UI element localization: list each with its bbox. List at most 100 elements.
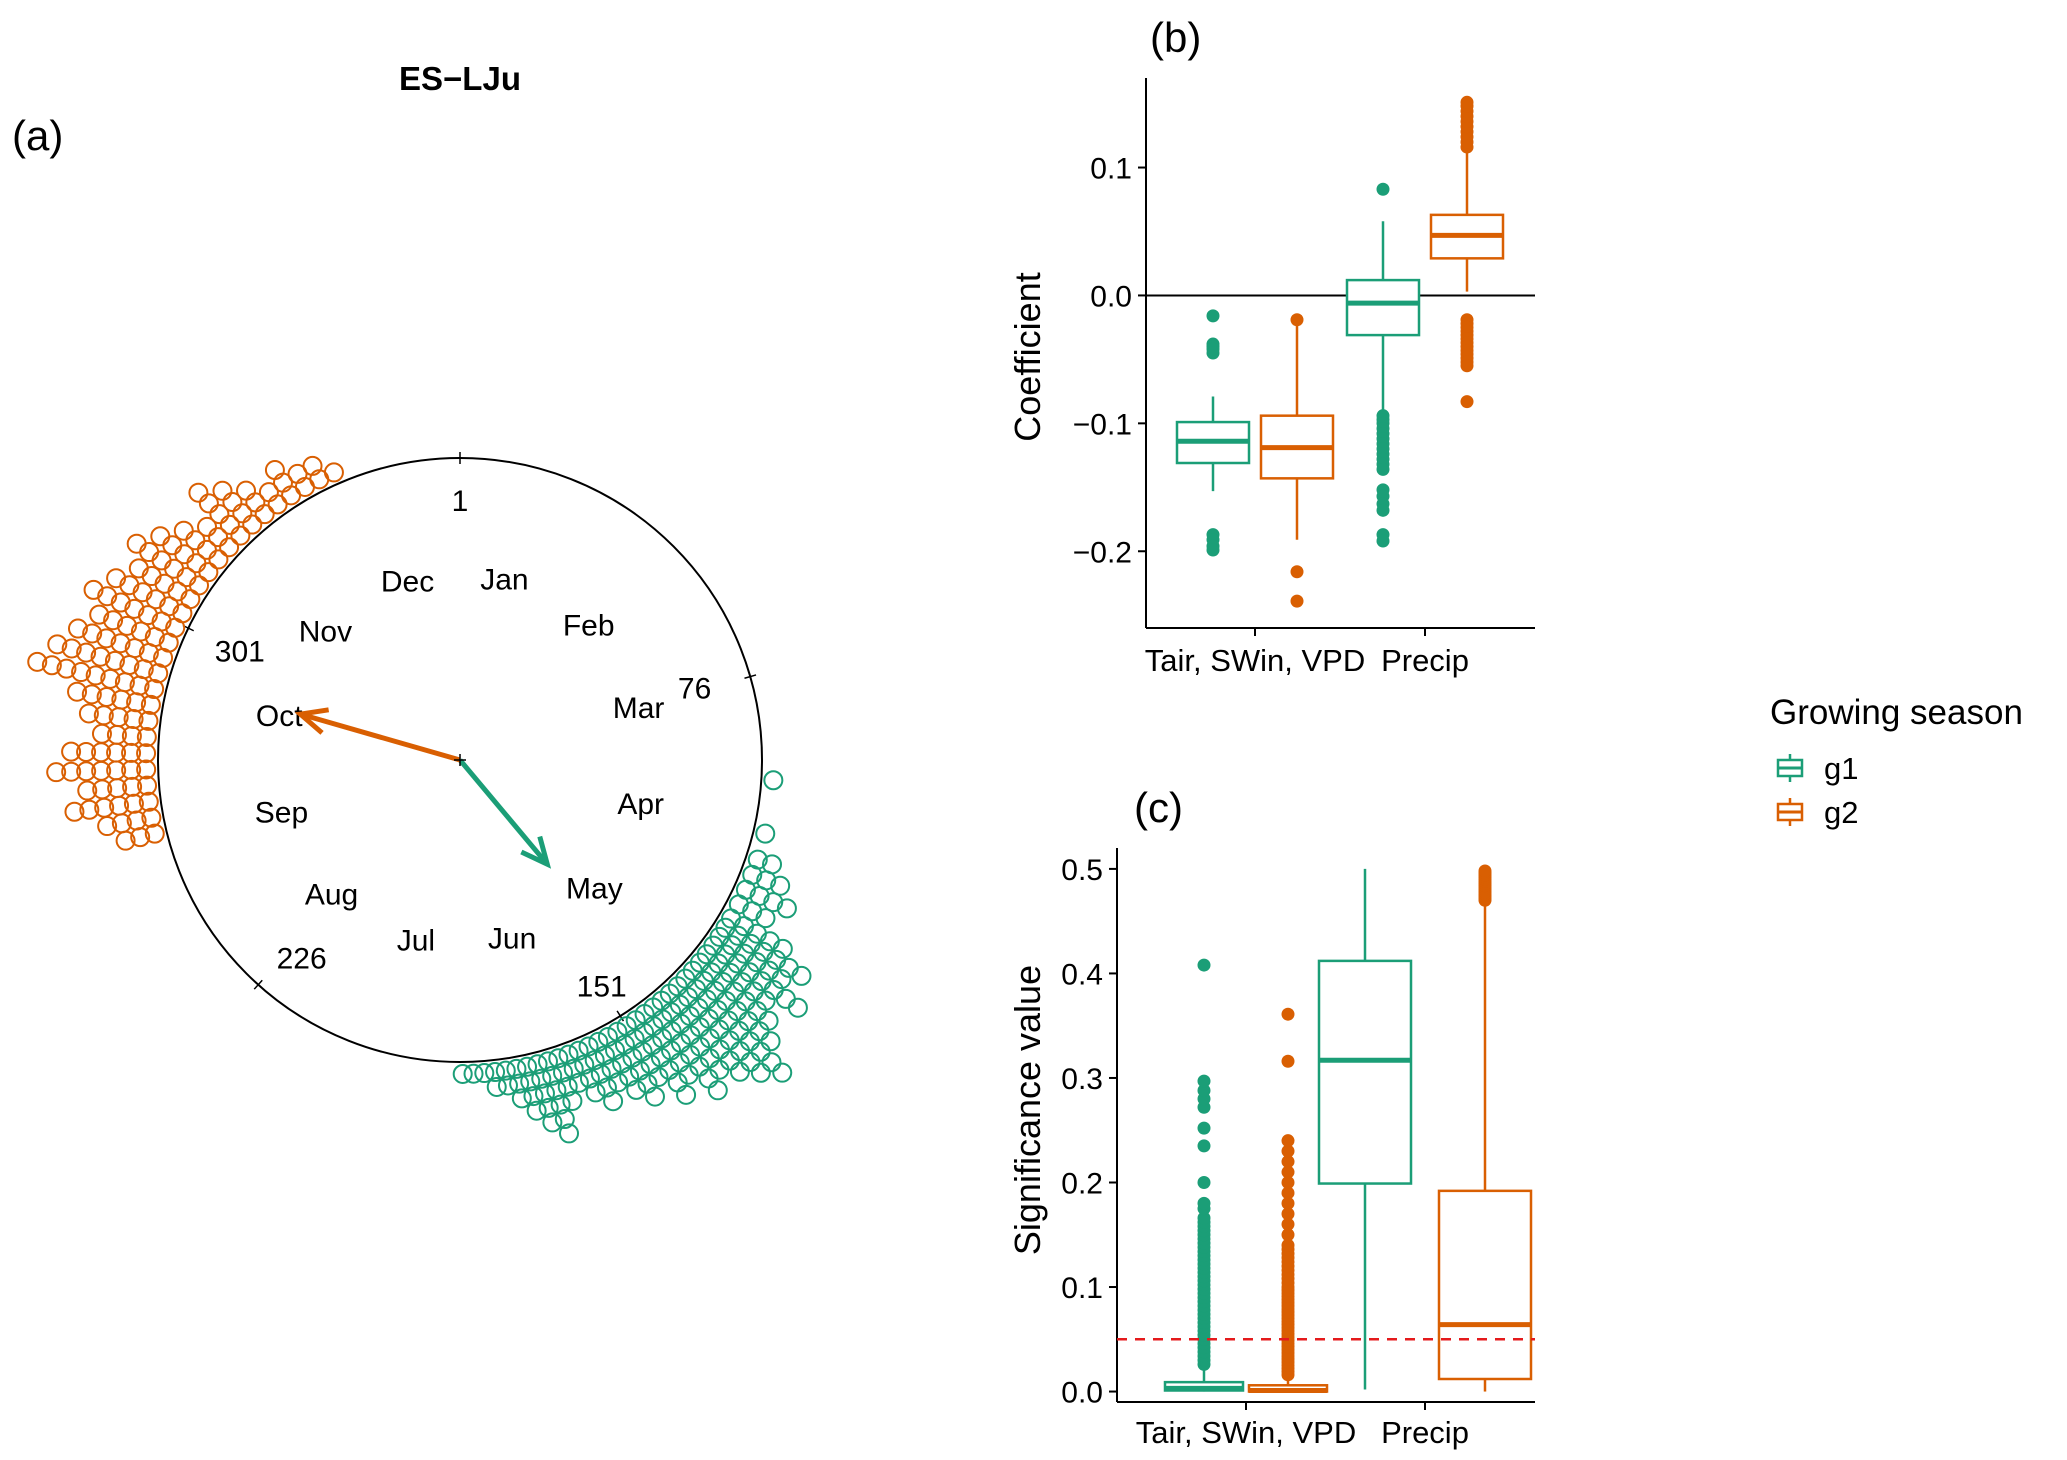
dot-g2 xyxy=(188,482,209,503)
dot-g2 xyxy=(100,668,121,689)
dot-g2 xyxy=(141,566,162,587)
dot-g1 xyxy=(584,1050,605,1071)
dot-g2 xyxy=(61,761,82,782)
dot-g2 xyxy=(230,525,251,546)
dot-g1 xyxy=(596,1077,617,1098)
dot-g2 xyxy=(128,558,149,579)
dot-g2 xyxy=(106,568,127,589)
dot-g2 xyxy=(219,537,240,558)
dot-g2 xyxy=(79,799,100,820)
dot-g1 xyxy=(554,1109,575,1130)
dot-g2 xyxy=(110,592,131,613)
x-tick-label: Tair, SWin, VPD xyxy=(1136,1415,1357,1450)
dot-g2 xyxy=(198,493,219,514)
mean-arrowhead-g2 xyxy=(294,707,330,735)
circular-plot-title: ES−LJu xyxy=(399,60,521,97)
dot-g2 xyxy=(222,492,243,513)
dot-g1 xyxy=(760,1031,781,1052)
dot-g1 xyxy=(546,1080,567,1101)
dot-g1 xyxy=(557,1076,578,1097)
dot-g1 xyxy=(574,1054,595,1075)
box-g1-tair-outlier xyxy=(1197,1211,1211,1225)
month-label-may: May xyxy=(566,873,623,906)
dot-g2 xyxy=(64,801,85,822)
box-g1-tair-outlier xyxy=(1197,1121,1211,1135)
dot-g1 xyxy=(486,1076,507,1097)
box-g2-tair-outlier xyxy=(1281,1155,1295,1169)
box-g2-tair-outlier xyxy=(1290,565,1304,579)
dot-g1 xyxy=(772,1062,793,1083)
dot-g2 xyxy=(104,650,125,671)
dot-g1 xyxy=(531,1068,552,1089)
box-g1-precip-outlier xyxy=(1376,503,1390,517)
y-tick-label: 0.0 xyxy=(1090,280,1132,313)
dot-g1 xyxy=(750,1041,771,1062)
dot-g2 xyxy=(71,662,92,683)
dot-g2 xyxy=(139,542,160,563)
panel-label-a: (a) xyxy=(12,112,63,159)
dot-g1 xyxy=(578,1036,599,1057)
legend-label-g2: g2 xyxy=(1824,795,1858,830)
legend: Growing season g1 g2 xyxy=(1770,693,2023,830)
month-label-jan: Jan xyxy=(480,563,528,596)
dot-g2 xyxy=(27,651,48,672)
dot-g2 xyxy=(144,678,165,699)
dot-g1 xyxy=(755,908,776,929)
dot-g1 xyxy=(759,931,780,952)
dot-g1 xyxy=(485,1062,506,1083)
dot-g2 xyxy=(281,485,302,506)
dot-g2 xyxy=(136,759,157,780)
dot-g2 xyxy=(103,610,124,631)
panel-label-c: (c) xyxy=(1134,784,1183,831)
day-label-226: 226 xyxy=(277,943,327,976)
dot-g1 xyxy=(497,1075,518,1096)
dot-g2 xyxy=(41,655,62,676)
dot-g2 xyxy=(189,575,210,596)
dot-g2 xyxy=(56,658,77,679)
dot-g2 xyxy=(232,503,253,524)
y-tick-label: 0.0 xyxy=(1061,1377,1103,1410)
box-g1-tair-outlier xyxy=(1206,346,1220,360)
dot-g1 xyxy=(526,1100,547,1121)
dot-g1 xyxy=(542,1112,563,1133)
box-g2-tair-outlier xyxy=(1281,1196,1295,1210)
dot-g1 xyxy=(511,1088,532,1109)
dot-g2 xyxy=(78,703,99,724)
dot-g1 xyxy=(506,1058,527,1079)
dot-g1 xyxy=(675,968,696,989)
y-tick-label: 0.1 xyxy=(1090,153,1132,186)
dot-g1 xyxy=(520,1071,541,1092)
dot-g2 xyxy=(97,586,118,607)
dot-g2 xyxy=(117,615,138,636)
dot-g1 xyxy=(772,938,793,959)
dot-g2 xyxy=(61,638,82,659)
dot-g2 xyxy=(254,504,275,525)
box-g1-tair-outlier xyxy=(1197,1084,1211,1098)
dot-g2 xyxy=(144,823,165,844)
box-g2-tair-outlier xyxy=(1281,1207,1295,1221)
dot-g1 xyxy=(558,1044,579,1065)
month-label-aug: Aug xyxy=(305,878,358,911)
mean-arrowhead-g1 xyxy=(520,835,552,869)
dot-g1 xyxy=(729,1061,750,1082)
dot-g1 xyxy=(585,1082,606,1103)
box-g1-tair-outlier xyxy=(1197,1175,1211,1189)
month-label-jul: Jul xyxy=(397,925,435,958)
dot-g1 xyxy=(603,1091,624,1112)
dot-g1 xyxy=(509,1073,530,1094)
dot-g1 xyxy=(753,941,774,962)
dot-g2 xyxy=(173,520,194,541)
dot-g1 xyxy=(534,1083,555,1104)
dot-g1 xyxy=(553,1062,574,1083)
dot-g1 xyxy=(622,1047,643,1068)
y-tick-label: 0.2 xyxy=(1061,1167,1103,1200)
dot-g2 xyxy=(76,642,97,663)
dot-g2 xyxy=(302,455,323,476)
dot-g2 xyxy=(138,710,159,731)
y-tick-label: 0.5 xyxy=(1061,854,1103,887)
legend-label-g1: g1 xyxy=(1824,751,1858,786)
box-g1-precip-outlier xyxy=(1376,462,1390,476)
dot-g1 xyxy=(463,1063,484,1084)
day-label-1: 1 xyxy=(452,485,469,518)
